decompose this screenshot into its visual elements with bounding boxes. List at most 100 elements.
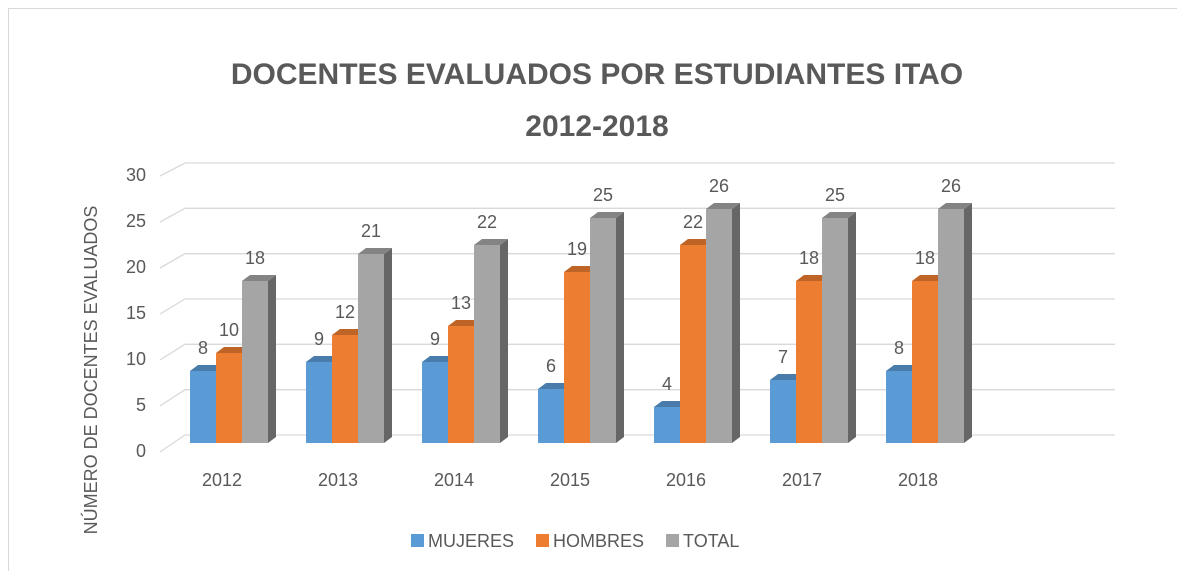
bar-face — [216, 353, 242, 443]
data-label: 21 — [361, 221, 381, 241]
bar-face — [564, 266, 598, 272]
bar-face — [964, 203, 972, 443]
chart-border — [8, 8, 1177, 571]
bar-face — [242, 275, 276, 281]
data-label: 18 — [915, 248, 935, 268]
grid-line — [159, 162, 1115, 177]
data-label: 4 — [662, 374, 672, 394]
bar-face — [912, 275, 946, 281]
bar-face — [306, 362, 332, 443]
bar-face — [474, 245, 500, 443]
bar-face — [332, 329, 366, 335]
data-label: 26 — [709, 176, 729, 196]
bar-face — [796, 281, 822, 443]
bar-face — [448, 326, 474, 443]
y-tick-label: 5 — [136, 395, 146, 415]
bar-face — [796, 275, 830, 281]
bar-face — [848, 212, 856, 443]
bar-face — [242, 281, 268, 443]
bar-face — [358, 254, 384, 443]
chart-title: 2012-2018 — [525, 110, 668, 143]
bar-face — [268, 275, 276, 443]
bar-face — [474, 239, 508, 245]
data-label: 22 — [683, 212, 703, 232]
bar-face — [616, 212, 624, 443]
grid-line — [159, 207, 1115, 223]
bar-face — [332, 335, 358, 443]
y-tick-label: 10 — [126, 349, 146, 369]
bar-face — [886, 365, 920, 371]
grid-line — [159, 434, 1115, 453]
data-label: 10 — [219, 320, 239, 340]
bar-face — [190, 371, 216, 443]
legend-swatch — [666, 534, 680, 547]
bar — [822, 212, 856, 443]
chart-title: DOCENTES EVALUADOS POR ESTUDIANTES ITAO — [231, 58, 963, 91]
bar-face — [306, 356, 340, 362]
x-tick-label: 2016 — [666, 470, 706, 490]
data-label: 25 — [825, 185, 845, 205]
data-label: 19 — [567, 239, 587, 259]
bar — [358, 248, 392, 443]
legend-label: MUJERES — [428, 531, 514, 551]
bar-face — [500, 239, 508, 443]
bar-face — [770, 380, 796, 443]
bar-face — [654, 401, 688, 407]
bar — [706, 203, 740, 443]
bar-face — [422, 356, 456, 362]
bar-face — [938, 209, 964, 443]
data-label: 7 — [778, 347, 788, 367]
bar — [590, 212, 624, 443]
legend-swatch — [411, 534, 424, 547]
bar-face — [190, 365, 224, 371]
legend-label: TOTAL — [683, 531, 739, 551]
data-label: 12 — [335, 302, 355, 322]
bar-face — [886, 371, 912, 443]
data-label: 25 — [593, 185, 613, 205]
data-label: 22 — [477, 212, 497, 232]
data-label: 8 — [198, 338, 208, 358]
data-label: 6 — [546, 356, 556, 376]
legend-label: HOMBRES — [553, 531, 644, 551]
bar-face — [538, 383, 572, 389]
bar-face — [422, 362, 448, 443]
x-tick-label: 2012 — [202, 470, 242, 490]
x-tick-label: 2018 — [898, 470, 938, 490]
bar — [242, 275, 276, 443]
bar-face — [938, 203, 972, 209]
data-label: 9 — [314, 329, 324, 349]
bar-face — [564, 272, 590, 443]
y-tick-label: 15 — [126, 303, 146, 323]
y-tick-label: 20 — [126, 257, 146, 277]
bar-face — [822, 212, 856, 218]
bar-face — [384, 248, 392, 443]
x-tick-label: 2015 — [550, 470, 590, 490]
bar — [474, 239, 508, 443]
y-tick-label: 25 — [126, 211, 146, 231]
data-label: 18 — [799, 248, 819, 268]
data-label: 13 — [451, 293, 471, 313]
bar-face — [448, 320, 482, 326]
bar-face — [680, 245, 706, 443]
x-tick-label: 2013 — [318, 470, 358, 490]
x-tick-label: 2017 — [782, 470, 822, 490]
data-label: 9 — [430, 329, 440, 349]
y-tick-label: 30 — [126, 165, 146, 185]
bar-face — [732, 203, 740, 443]
y-tick-label: 0 — [136, 441, 146, 461]
bar-face — [822, 218, 848, 443]
legend-swatch — [536, 534, 550, 547]
bar-face — [358, 248, 392, 254]
data-label: 26 — [941, 176, 961, 196]
grid-line — [159, 253, 1115, 269]
bar-face — [216, 347, 250, 353]
bar-face — [706, 203, 740, 209]
bar-face — [538, 389, 564, 443]
bar-face — [680, 239, 714, 245]
bar-face — [706, 209, 732, 443]
bar — [938, 203, 972, 443]
data-label: 8 — [894, 338, 904, 358]
bar-face — [654, 407, 680, 443]
y-axis-title: NÚMERO DE DOCENTES EVALUADOS — [80, 206, 101, 535]
